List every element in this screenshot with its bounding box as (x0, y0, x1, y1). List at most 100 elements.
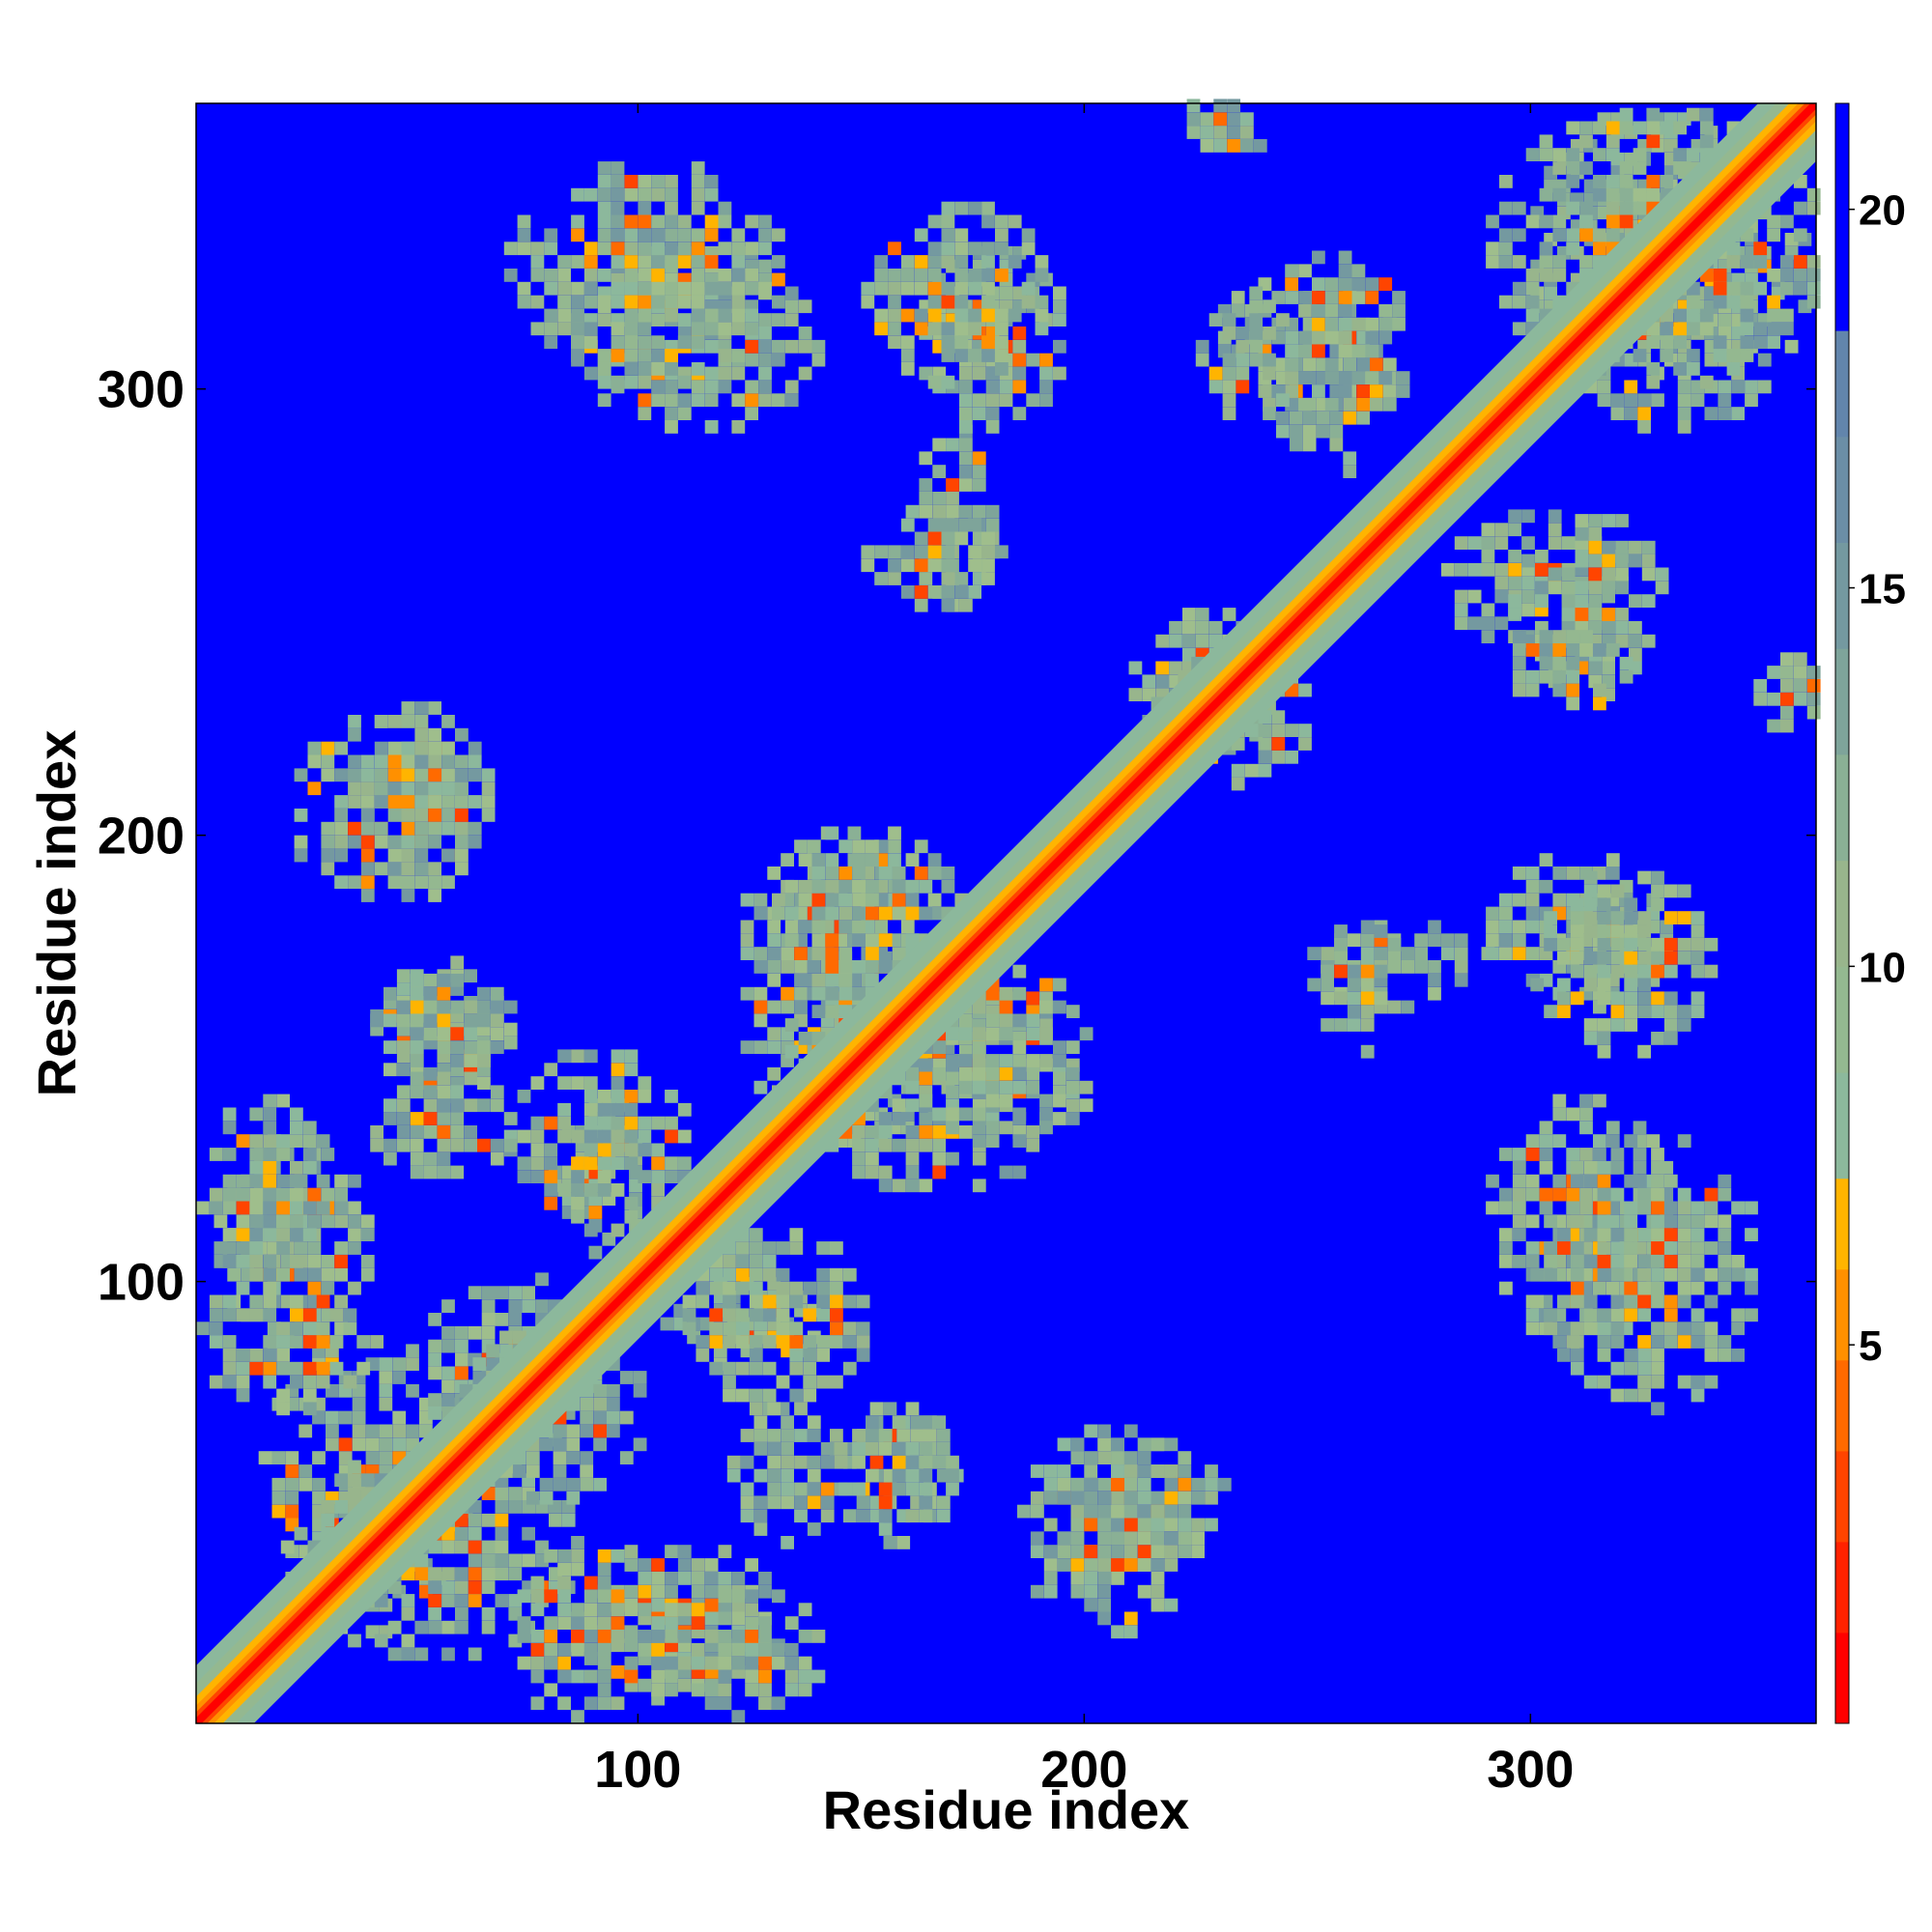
contact-cell (1651, 870, 1664, 885)
contact-cell (852, 986, 866, 1001)
contact-cell (196, 1201, 210, 1215)
contact-cell (236, 1228, 250, 1241)
contact-cell (356, 1335, 371, 1349)
contact-cell (530, 1669, 545, 1684)
contact-cell (718, 1642, 732, 1657)
contact-cell (468, 1513, 482, 1527)
contact-cell (1151, 1464, 1165, 1478)
contact-cell (455, 1606, 469, 1621)
contact-cell (236, 1174, 250, 1188)
contact-cell (981, 572, 995, 585)
contact-cell (1137, 1491, 1151, 1505)
contact-cell (1137, 1558, 1151, 1572)
contact-cell (481, 1299, 496, 1313)
contact-cell (941, 228, 955, 242)
contact-cell (1593, 1281, 1606, 1295)
contact-cell (557, 295, 571, 309)
contact-cell (892, 893, 906, 907)
contact-cell (1231, 777, 1245, 791)
contact-cell (294, 768, 308, 782)
contact-cell (704, 1683, 719, 1697)
contact-cell (1583, 1018, 1598, 1032)
contact-cell (736, 1255, 750, 1268)
contact-cell (941, 349, 955, 362)
contact-cell (276, 1267, 290, 1282)
contact-cell (481, 1540, 496, 1554)
contact-cell (321, 741, 335, 755)
contact-cell (745, 322, 758, 336)
contact-cell (1271, 710, 1286, 724)
contact-cell (1610, 964, 1625, 979)
contact-cell (414, 795, 429, 809)
contact-cell (892, 1415, 906, 1430)
contact-cell (495, 1487, 509, 1500)
contact-cell (1575, 514, 1589, 527)
contact-cell (611, 228, 625, 242)
contact-cell (1298, 683, 1312, 697)
contact-cell (624, 1049, 639, 1064)
contact-cell (1651, 1174, 1664, 1188)
contact-cell (530, 1170, 545, 1183)
contact-cell (597, 1642, 611, 1657)
contact-cell (1699, 121, 1714, 135)
contact-cell (677, 1545, 692, 1558)
contact-cell (566, 1424, 581, 1438)
contact-cell (830, 1281, 843, 1295)
contact-cell (1651, 1361, 1664, 1376)
contact-cell (1745, 1201, 1758, 1215)
contact-cell (1637, 1308, 1651, 1322)
contact-cell (1655, 581, 1669, 595)
contact-cell (1030, 1531, 1044, 1546)
contact-cell (1111, 1451, 1124, 1464)
contact-cell (1602, 567, 1615, 582)
contact-cell (236, 1255, 250, 1268)
contact-cell (348, 1634, 361, 1648)
contact-cell (1806, 187, 1821, 202)
contact-cell (1307, 947, 1321, 960)
contact-cell (1276, 424, 1290, 439)
contact-cell (1499, 933, 1513, 948)
contact-cell (544, 1683, 558, 1697)
contact-cell (477, 986, 491, 1001)
contact-cell (1677, 1241, 1691, 1255)
contact-cell (878, 960, 893, 974)
contact-cell (1637, 393, 1651, 408)
contact-cell (503, 1036, 518, 1050)
contact-cell (490, 1098, 504, 1113)
contact-cell (285, 1477, 299, 1492)
contact-cell (348, 1241, 361, 1255)
contact-cell (1610, 1241, 1625, 1255)
contact-cell (682, 1294, 696, 1309)
contact-cell (249, 1107, 264, 1122)
contact-cell (307, 1267, 322, 1282)
contact-cell (651, 1116, 665, 1130)
contact-cell (878, 1138, 893, 1152)
contact-cell (290, 1375, 303, 1389)
contact-cell (704, 187, 719, 202)
contact-cell (959, 1125, 973, 1139)
contact-cell (981, 531, 995, 546)
contact-cell (762, 1294, 777, 1309)
contact-cell (677, 1102, 692, 1117)
contact-cell (428, 875, 441, 890)
contact-cell (816, 1375, 830, 1389)
contact-cell (665, 420, 678, 434)
contact-cell (249, 1174, 264, 1188)
contact-cell (526, 1464, 540, 1478)
contact-cell (1690, 1375, 1705, 1389)
contact-cell (1605, 1121, 1620, 1135)
contact-cell (1633, 1160, 1647, 1175)
contact-cell (379, 1371, 393, 1384)
contact-cell (811, 1669, 826, 1684)
contact-cell (638, 349, 652, 362)
contact-cell (1178, 1477, 1192, 1492)
contact-cell (1151, 1437, 1165, 1452)
contact-cell (981, 335, 995, 350)
contact-cell (1512, 255, 1526, 269)
contact-cell (798, 973, 812, 987)
contact-cell (1544, 1308, 1557, 1322)
contact-cell (781, 1468, 794, 1483)
contact-cell (740, 947, 754, 960)
heatmap-plot-area (195, 99, 1821, 1724)
contact-cell (597, 214, 611, 229)
